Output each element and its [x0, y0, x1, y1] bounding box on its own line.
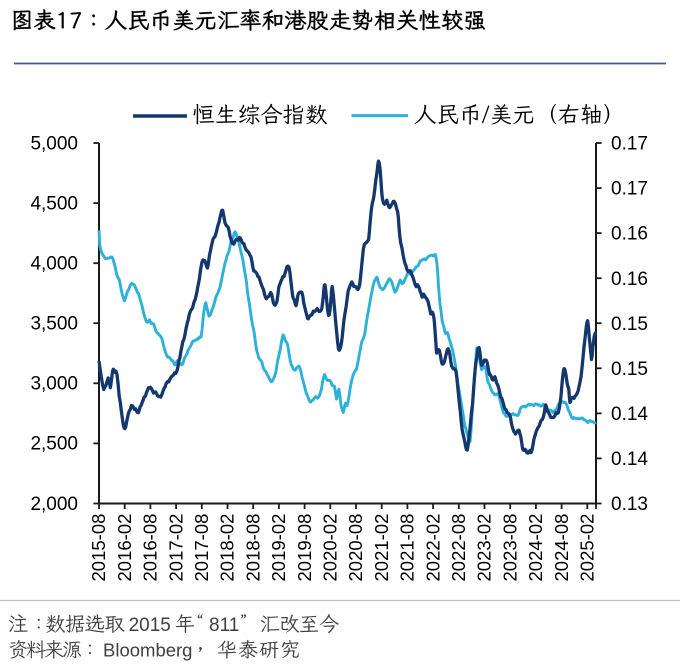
svg-text:2021-02: 2021-02: [371, 514, 392, 582]
svg-text:2018-08: 2018-08: [242, 514, 263, 582]
svg-text:5,000: 5,000: [30, 133, 78, 154]
svg-text:3,000: 3,000: [30, 374, 78, 395]
svg-text:4,500: 4,500: [30, 193, 78, 214]
svg-text:2023-02: 2023-02: [474, 514, 495, 582]
svg-text:0.15: 0.15: [611, 314, 648, 335]
svg-text:2019-02: 2019-02: [268, 514, 289, 582]
svg-text:2025-02: 2025-02: [577, 514, 598, 582]
svg-text:3,500: 3,500: [30, 314, 78, 335]
svg-text:2024-08: 2024-08: [551, 514, 572, 582]
svg-text:2015: 2015: [129, 615, 171, 636]
svg-text:0.14: 0.14: [611, 449, 648, 470]
svg-text:0.15: 0.15: [611, 359, 648, 380]
svg-text:2017-02: 2017-02: [165, 514, 186, 582]
svg-text:2021-08: 2021-08: [397, 514, 418, 582]
svg-text:Bloomberg: Bloomberg: [103, 640, 192, 661]
svg-text:2024-02: 2024-02: [525, 514, 546, 582]
svg-text:2017-08: 2017-08: [191, 514, 212, 582]
svg-text:0.17: 0.17: [611, 179, 648, 200]
svg-text:0.13: 0.13: [611, 494, 648, 515]
svg-text:2015-08: 2015-08: [88, 514, 109, 582]
svg-text:4,000: 4,000: [30, 254, 78, 275]
svg-text:2019-08: 2019-08: [294, 514, 315, 582]
svg-text:0.17: 0.17: [611, 134, 648, 155]
svg-text:2022-08: 2022-08: [448, 514, 469, 582]
svg-text:811: 811: [209, 615, 239, 636]
svg-text:2020-02: 2020-02: [320, 514, 341, 582]
svg-text:2016-08: 2016-08: [140, 514, 161, 582]
svg-text:2018-02: 2018-02: [217, 514, 238, 582]
svg-text:2,000: 2,000: [30, 494, 78, 515]
svg-text:2,500: 2,500: [30, 434, 78, 455]
svg-text:2016-02: 2016-02: [114, 514, 135, 582]
svg-text:0.14: 0.14: [611, 404, 648, 425]
svg-text:0.16: 0.16: [611, 269, 648, 290]
svg-text:2023-08: 2023-08: [499, 514, 520, 582]
svg-text:2022-02: 2022-02: [422, 514, 443, 582]
svg-text:2020-08: 2020-08: [345, 514, 366, 582]
svg-text:0.16: 0.16: [611, 224, 648, 245]
